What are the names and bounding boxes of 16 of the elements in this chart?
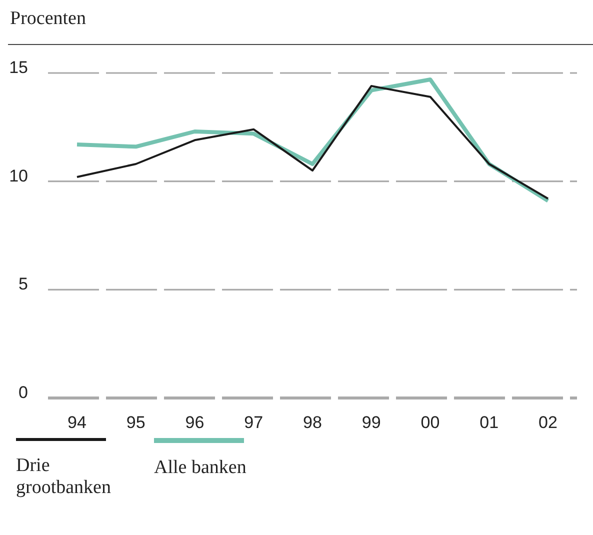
legend-label: Drie grootbanken	[16, 455, 111, 499]
legend-label: Alle banken	[154, 457, 248, 479]
y-tick-label: 0	[18, 383, 28, 402]
x-tick-label: 97	[244, 413, 264, 432]
x-tick-label: 94	[68, 413, 86, 432]
x-tick-label: 01	[480, 413, 499, 432]
y-axis-title: Procenten	[8, 8, 593, 45]
y-tick-label: 15	[9, 58, 28, 78]
y-tick-label: 5	[18, 274, 28, 294]
y-tick-label: 10	[9, 166, 28, 186]
x-tick-label: 00	[420, 413, 440, 432]
x-tick-label: 95	[126, 413, 146, 432]
x-tick-label: 98	[303, 413, 322, 432]
x-tick-label: 96	[185, 413, 204, 432]
x-tick-label: 99	[362, 413, 381, 432]
x-tick-label: 02	[538, 413, 558, 432]
